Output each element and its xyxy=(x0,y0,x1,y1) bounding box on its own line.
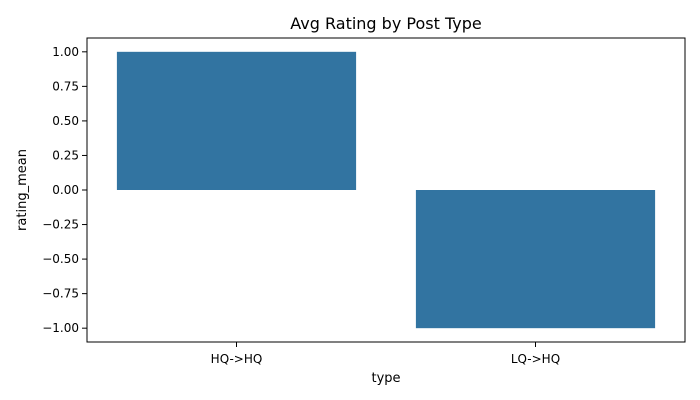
bar-1 xyxy=(415,190,656,329)
chart-title: Avg Rating by Post Type xyxy=(290,14,481,33)
y-tick-label-6: −0.50 xyxy=(42,252,79,266)
y-tick-label-0: 1.00 xyxy=(52,45,79,59)
bars-group xyxy=(116,51,656,329)
y-tick-label-4: 0.00 xyxy=(52,183,79,197)
x-tick-label-1: LQ->HQ xyxy=(511,352,560,366)
y-tick-label-7: −0.75 xyxy=(42,287,79,301)
y-axis-label: rating_mean xyxy=(15,149,30,231)
y-tick-label-5: −0.25 xyxy=(42,218,79,232)
y-tick-label-2: 0.50 xyxy=(52,114,79,128)
x-tick-label-0: HQ->HQ xyxy=(211,352,263,366)
y-axis-ticks: 1.00 0.75 0.50 0.25 0.00 −0.25 −0.50 −0.75 −1.00 xyxy=(42,45,87,335)
y-tick-label-8: −1.00 xyxy=(42,321,79,335)
y-tick-label-1: 0.75 xyxy=(52,79,79,93)
x-axis-label: type xyxy=(371,371,400,386)
bar-0 xyxy=(116,51,357,190)
y-tick-label-3: 0.25 xyxy=(52,148,79,162)
x-axis-ticks: HQ->HQ LQ->HQ xyxy=(211,342,560,366)
